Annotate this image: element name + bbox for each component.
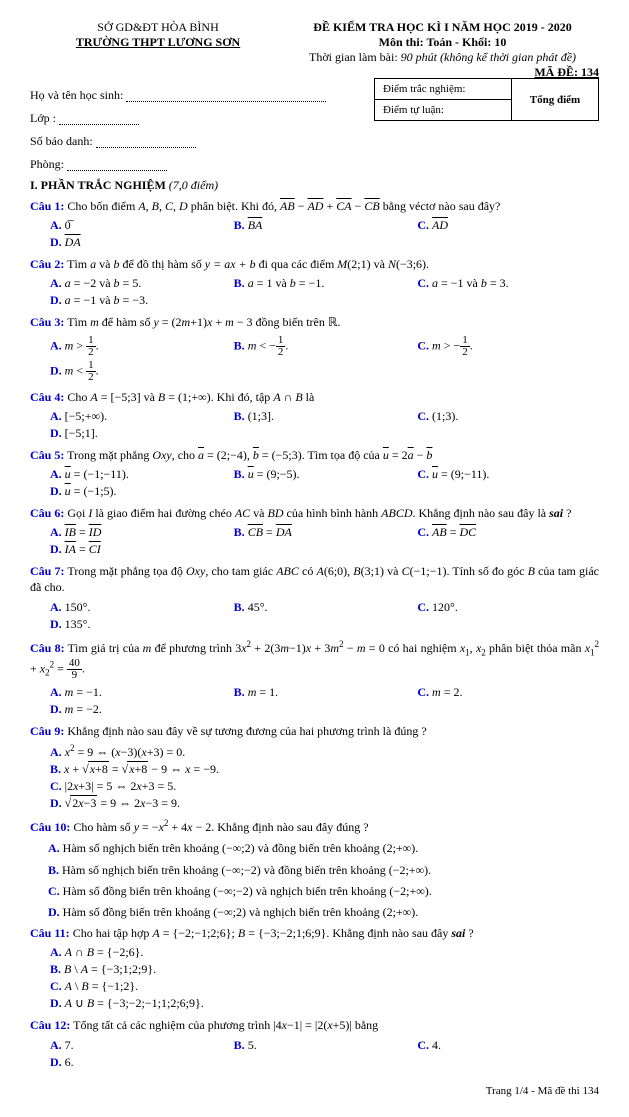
q10-opt-c[interactable]: C. Hàm số đồng biến trên khoảng (−∞;−2) …	[48, 883, 599, 899]
q6-opt-c[interactable]: C. AB = DC	[415, 524, 599, 541]
question-1: Câu 1: Cho bốn điểm A, B, C, D phân biệt…	[30, 198, 599, 214]
class-field[interactable]	[59, 114, 139, 125]
q9-opt-b[interactable]: B. x + x+8 = x+8 − 9 ⇔ x = −9.	[48, 761, 599, 778]
q1-opt-b[interactable]: B. BA	[232, 217, 416, 234]
q2-opt-d[interactable]: D. a = −1 và b = −3.	[48, 292, 599, 309]
q10-options: A. Hàm số nghịch biến trên khoảng (−∞;2)…	[48, 840, 599, 920]
subject-line: Môn thi: Toán - Khối: 10	[286, 35, 599, 50]
q1-opt-d[interactable]: D. DA	[48, 234, 599, 251]
q11-opt-d[interactable]: D. A ∪ B = {−3;−2;−1;1;2;6;9}.	[48, 995, 599, 1012]
q3-opt-c[interactable]: C. m > −12.	[415, 334, 599, 359]
question-7: Câu 7: Trong mặt phẳng tọa độ Oxy, cho t…	[30, 563, 599, 595]
room-field[interactable]	[67, 160, 167, 171]
q5-opt-b[interactable]: B. u = (9;−5).	[232, 466, 416, 483]
page-footer: Trang 1/4 - Mã đề thi 134	[30, 1085, 599, 1097]
q8-opt-d[interactable]: D. m = −2.	[48, 701, 599, 718]
question-8: Câu 8: Tìm giá trị của m để phương trình…	[30, 638, 599, 682]
exam-title: ĐỀ KIỂM TRA HỌC KÌ I NĂM HỌC 2019 - 2020	[286, 20, 599, 35]
class-label: Lớp :	[30, 111, 56, 125]
question-6: Câu 6: Gọi I là giao điểm hai đường chéo…	[30, 505, 599, 521]
exam-code: MÃ ĐỀ: 134	[286, 65, 599, 80]
q11-opt-c[interactable]: C. A \ B = {−1;2}.	[48, 978, 599, 995]
header: SỞ GD&ĐT HÒA BÌNH TRƯỜNG THPT LƯƠNG SƠN …	[30, 20, 599, 80]
q3-opt-b[interactable]: B. m < −12.	[232, 334, 416, 359]
sbd-row: Số báo danh:	[30, 134, 599, 149]
q6-opt-a[interactable]: A. IB = ID	[48, 524, 232, 541]
school-name: TRƯỜNG THPT LƯƠNG SƠN	[30, 35, 286, 50]
score-table: Điểm trắc nghiệm: Tổng điểm Điểm tự luận…	[374, 78, 599, 121]
room-row: Phòng:	[30, 157, 599, 172]
q6-opt-b[interactable]: B. CB = DA	[232, 524, 416, 541]
q5-opt-d[interactable]: D. u = (−1;5).	[48, 483, 599, 500]
q12-options: A. 7. B. 5. C. 4. D. 6.	[48, 1037, 599, 1071]
title-block: ĐỀ KIỂM TRA HỌC KÌ I NĂM HỌC 2019 - 2020…	[286, 20, 599, 80]
q2-opt-a[interactable]: A. a = −2 và b = 5.	[48, 275, 232, 292]
q3-opt-a[interactable]: A. m > 12.	[48, 334, 232, 359]
essay-score-label: Điểm tự luận:	[375, 100, 512, 121]
q5-options: A. u = (−1;−11). B. u = (9;−5). C. u = (…	[48, 466, 599, 500]
q8-opt-c[interactable]: C. m = 2.	[415, 684, 599, 701]
question-11: Câu 11: Cho hai tập hợp A = {−2;−1;2;6};…	[30, 925, 599, 941]
q3-opt-d[interactable]: D. m < 12.	[48, 359, 599, 384]
q11-opt-b[interactable]: B. B \ A = {−3;1;2;9}.	[48, 961, 599, 978]
q9-opt-a[interactable]: A. x2 = 9 ⇔ (x−3)(x+3) = 0.	[48, 742, 599, 761]
room-label: Phòng:	[30, 157, 64, 171]
sbd-field[interactable]	[96, 137, 196, 148]
q7-opt-c[interactable]: C. 120°.	[415, 599, 599, 616]
q12-opt-d[interactable]: D. 6.	[48, 1054, 599, 1071]
dept-line1: SỞ GD&ĐT HÒA BÌNH	[30, 20, 286, 35]
q2-opt-c[interactable]: C. a = −1 và b = 3.	[415, 275, 599, 292]
q12-opt-b[interactable]: B. 5.	[232, 1037, 416, 1054]
q9-options: A. x2 = 9 ⇔ (x−3)(x+3) = 0. B. x + x+8 =…	[48, 742, 599, 812]
name-label: Họ và tên học sinh:	[30, 88, 123, 102]
q5-opt-a[interactable]: A. u = (−1;−11).	[48, 466, 232, 483]
mc-score-label: Điểm trắc nghiệm:	[375, 79, 512, 100]
q2-options: A. a = −2 và b = 5. B. a = 1 và b = −1. …	[48, 275, 599, 309]
q3-options: A. m > 12. B. m < −12. C. m > −12. D. m …	[48, 334, 599, 384]
question-9: Câu 9: Khẳng định nào sau đây về sự tươn…	[30, 723, 599, 739]
q10-opt-d[interactable]: D. Hàm số đồng biến trên khoảng (−∞;2) v…	[48, 904, 599, 920]
q7-opt-d[interactable]: D. 135°.	[48, 616, 599, 633]
q8-opt-b[interactable]: B. m = 1.	[232, 684, 416, 701]
q4-opt-b[interactable]: B. (1;3].	[232, 408, 416, 425]
q7-options: A. 150°. B. 45°. C. 120°. D. 135°.	[48, 599, 599, 633]
q11-options: A. A ∩ B = {−2;6}. B. B \ A = {−3;1;2;9}…	[48, 944, 599, 1012]
q11-opt-a[interactable]: A. A ∩ B = {−2;6}.	[48, 944, 599, 961]
q6-options: A. IB = ID B. CB = DA C. AB = DC D. IA =…	[48, 524, 599, 558]
q4-opt-c[interactable]: C. (1;3).	[415, 408, 599, 425]
question-10: Câu 10: Cho hàm số y = −x2 + 4x − 2. Khẳ…	[30, 817, 599, 835]
q1-options: A. 0̅ B. BA C. AD D. DA	[48, 217, 599, 251]
total-score-label: Tổng điểm	[512, 79, 599, 121]
q8-options: A. m = −1. B. m = 1. C. m = 2. D. m = −2…	[48, 684, 599, 718]
q9-opt-d[interactable]: D. 2x−3 = 9 ⇔ 2x−3 = 9.	[48, 795, 599, 812]
question-12: Câu 12: Tổng tất cả các nghiệm của phươn…	[30, 1017, 599, 1033]
name-field[interactable]	[126, 91, 326, 102]
q12-opt-c[interactable]: C. 4.	[415, 1037, 599, 1054]
q12-opt-a[interactable]: A. 7.	[48, 1037, 232, 1054]
q4-opt-a[interactable]: A. [−5;+∞).	[48, 408, 232, 425]
q1-opt-a[interactable]: A. 0̅	[48, 217, 232, 234]
q4-opt-d[interactable]: D. [−5;1].	[48, 425, 599, 442]
question-3: Câu 3: Tìm m để hàm số y = (2m+1)x + m −…	[30, 314, 599, 330]
q8-opt-a[interactable]: A. m = −1.	[48, 684, 232, 701]
dept-block: SỞ GD&ĐT HÒA BÌNH TRƯỜNG THPT LƯƠNG SƠN	[30, 20, 286, 80]
question-5: Câu 5: Trong mặt phẳng Oxy, cho a = (2;−…	[30, 447, 599, 463]
question-2: Câu 2: Tìm a và b để đồ thị hàm số y = a…	[30, 256, 599, 272]
q10-opt-a[interactable]: A. Hàm số nghịch biến trên khoảng (−∞;2)…	[48, 840, 599, 856]
question-4: Câu 4: Cho A = [−5;3] và B = (1;+∞). Khi…	[30, 389, 599, 405]
section-1-title: I. PHẦN TRẮC NGHIỆM (7,0 điểm)	[30, 178, 599, 193]
q7-opt-b[interactable]: B. 45°.	[232, 599, 416, 616]
duration-line: Thời gian làm bài: 90 phút (không kể thờ…	[286, 50, 599, 65]
q5-opt-c[interactable]: C. u = (9;−11).	[415, 466, 599, 483]
q4-options: A. [−5;+∞). B. (1;3]. C. (1;3). D. [−5;1…	[48, 408, 599, 442]
q9-opt-c[interactable]: C. |2x+3| = 5 ⇔ 2x+3 = 5.	[48, 778, 599, 795]
q2-opt-b[interactable]: B. a = 1 và b = −1.	[232, 275, 416, 292]
q10-opt-b[interactable]: B. Hàm số nghịch biến trên khoảng (−∞;−2…	[48, 862, 599, 878]
q7-opt-a[interactable]: A. 150°.	[48, 599, 232, 616]
sbd-label: Số báo danh:	[30, 134, 93, 148]
q6-opt-d[interactable]: D. IA = CI	[48, 541, 599, 558]
q1-opt-c[interactable]: C. AD	[415, 217, 599, 234]
